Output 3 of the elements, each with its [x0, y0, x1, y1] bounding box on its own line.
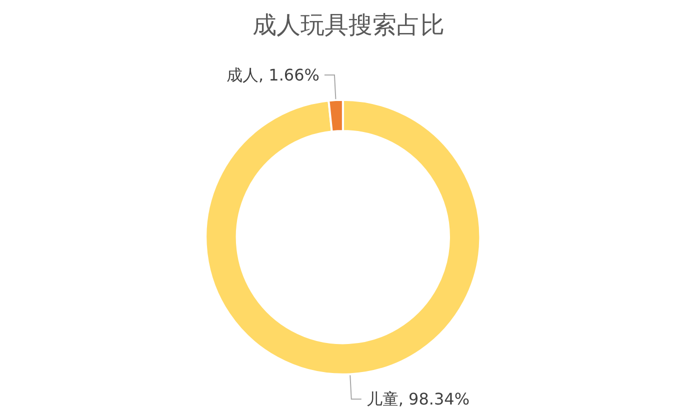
slice-label: 成人, 1.66%	[226, 66, 320, 85]
chart-title: 成人玩具搜索占比	[252, 11, 444, 39]
slice-label: 儿童, 98.34%	[366, 390, 470, 409]
